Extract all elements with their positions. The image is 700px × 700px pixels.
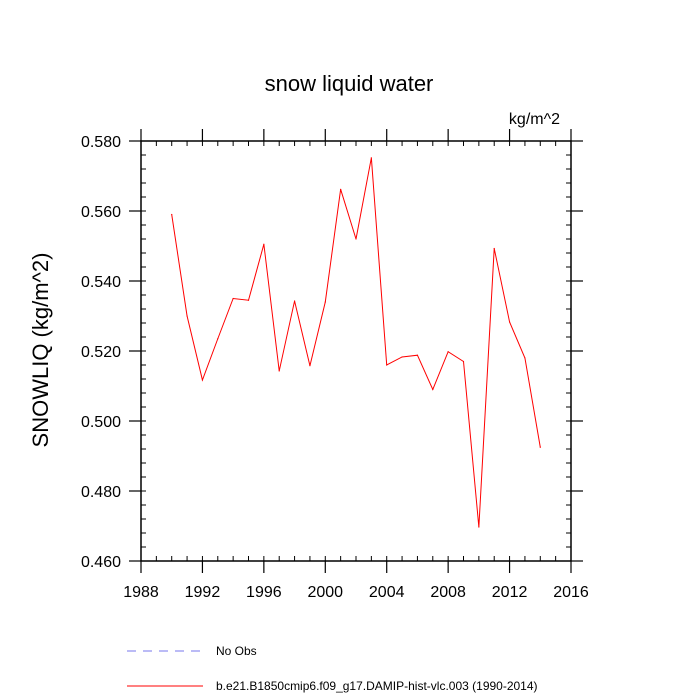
y-tick-label: 0.500	[81, 414, 121, 431]
y-tick-labels: 0.460 0.480 0.500 0.520 0.540 0.560 0.580	[81, 134, 121, 571]
x-tick-labels: 1988 1992 1996 2000 2004 2008 2012 2016	[123, 584, 589, 601]
data-point	[171, 213, 173, 216]
chart-title: snow liquid water	[265, 71, 434, 96]
y-tick-label: 0.480	[81, 484, 121, 501]
data-point	[201, 379, 204, 381]
legend: No Obs b.e21.B1850cmip6.f09_g17.DAMIP-hi…	[127, 644, 538, 693]
data-point	[462, 360, 465, 363]
y-tick-label: 0.540	[81, 274, 121, 291]
x-tick-label: 2012	[492, 584, 528, 601]
data-point	[447, 351, 449, 353]
y-tick-label: 0.580	[81, 134, 121, 151]
data-point	[416, 354, 419, 356]
data-point	[293, 300, 296, 302]
data-point	[401, 356, 403, 358]
x-tick-label: 1992	[185, 584, 221, 601]
x-major-ticks	[140, 129, 572, 573]
units-label: kg/m^2	[509, 111, 560, 128]
y-major-ticks	[129, 140, 583, 562]
data-point	[186, 315, 188, 317]
x-tick-label: 1988	[123, 584, 159, 601]
y-minor-ticks	[141, 140, 571, 562]
x-tick-label: 2000	[307, 584, 343, 601]
y-axis-label: SNOWLIQ (kg/m^2)	[28, 253, 53, 448]
data-point	[309, 365, 311, 367]
data-point	[493, 247, 495, 250]
legend-no-obs-label: No Obs	[216, 644, 257, 658]
x-minor-ticks	[140, 141, 572, 561]
data-point	[539, 446, 541, 448]
plot-frame	[140, 140, 572, 562]
data-point	[524, 357, 526, 359]
data-point	[217, 338, 219, 340]
legend-model-label: b.e21.B1850cmip6.f09_g17.DAMIP-hist-vlc.…	[216, 679, 538, 693]
x-tick-label: 1996	[246, 584, 282, 601]
data-point	[340, 188, 342, 190]
data-point	[324, 301, 326, 303]
data-point	[432, 388, 434, 391]
y-tick-label: 0.520	[81, 344, 121, 361]
data-point	[478, 526, 480, 528]
x-tick-label: 2008	[430, 584, 466, 601]
data-point	[263, 243, 265, 245]
data-point	[386, 364, 388, 366]
data-point	[370, 157, 372, 159]
series-points	[171, 157, 541, 528]
data-point	[355, 238, 357, 240]
y-tick-label: 0.560	[81, 204, 121, 221]
series-line	[171, 157, 541, 528]
data-point	[247, 299, 250, 301]
data-point	[508, 321, 511, 323]
y-tick-label: 0.460	[81, 554, 121, 571]
data-point	[278, 370, 280, 372]
data-point	[232, 297, 234, 300]
x-tick-label: 2004	[369, 584, 405, 601]
x-tick-label: 2016	[553, 584, 589, 601]
